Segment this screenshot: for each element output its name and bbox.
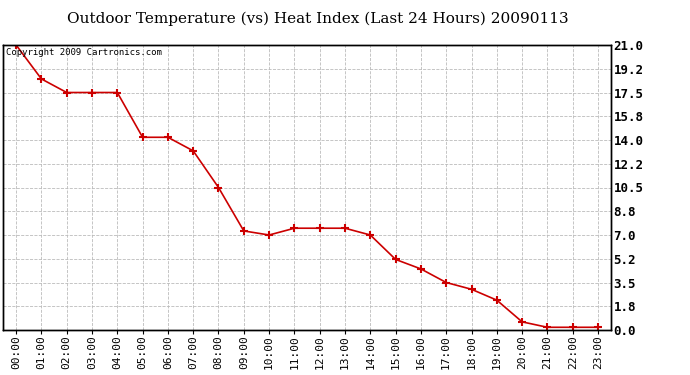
Text: Outdoor Temperature (vs) Heat Index (Last 24 Hours) 20090113: Outdoor Temperature (vs) Heat Index (Las… — [67, 11, 568, 26]
Text: Copyright 2009 Cartronics.com: Copyright 2009 Cartronics.com — [6, 48, 162, 57]
